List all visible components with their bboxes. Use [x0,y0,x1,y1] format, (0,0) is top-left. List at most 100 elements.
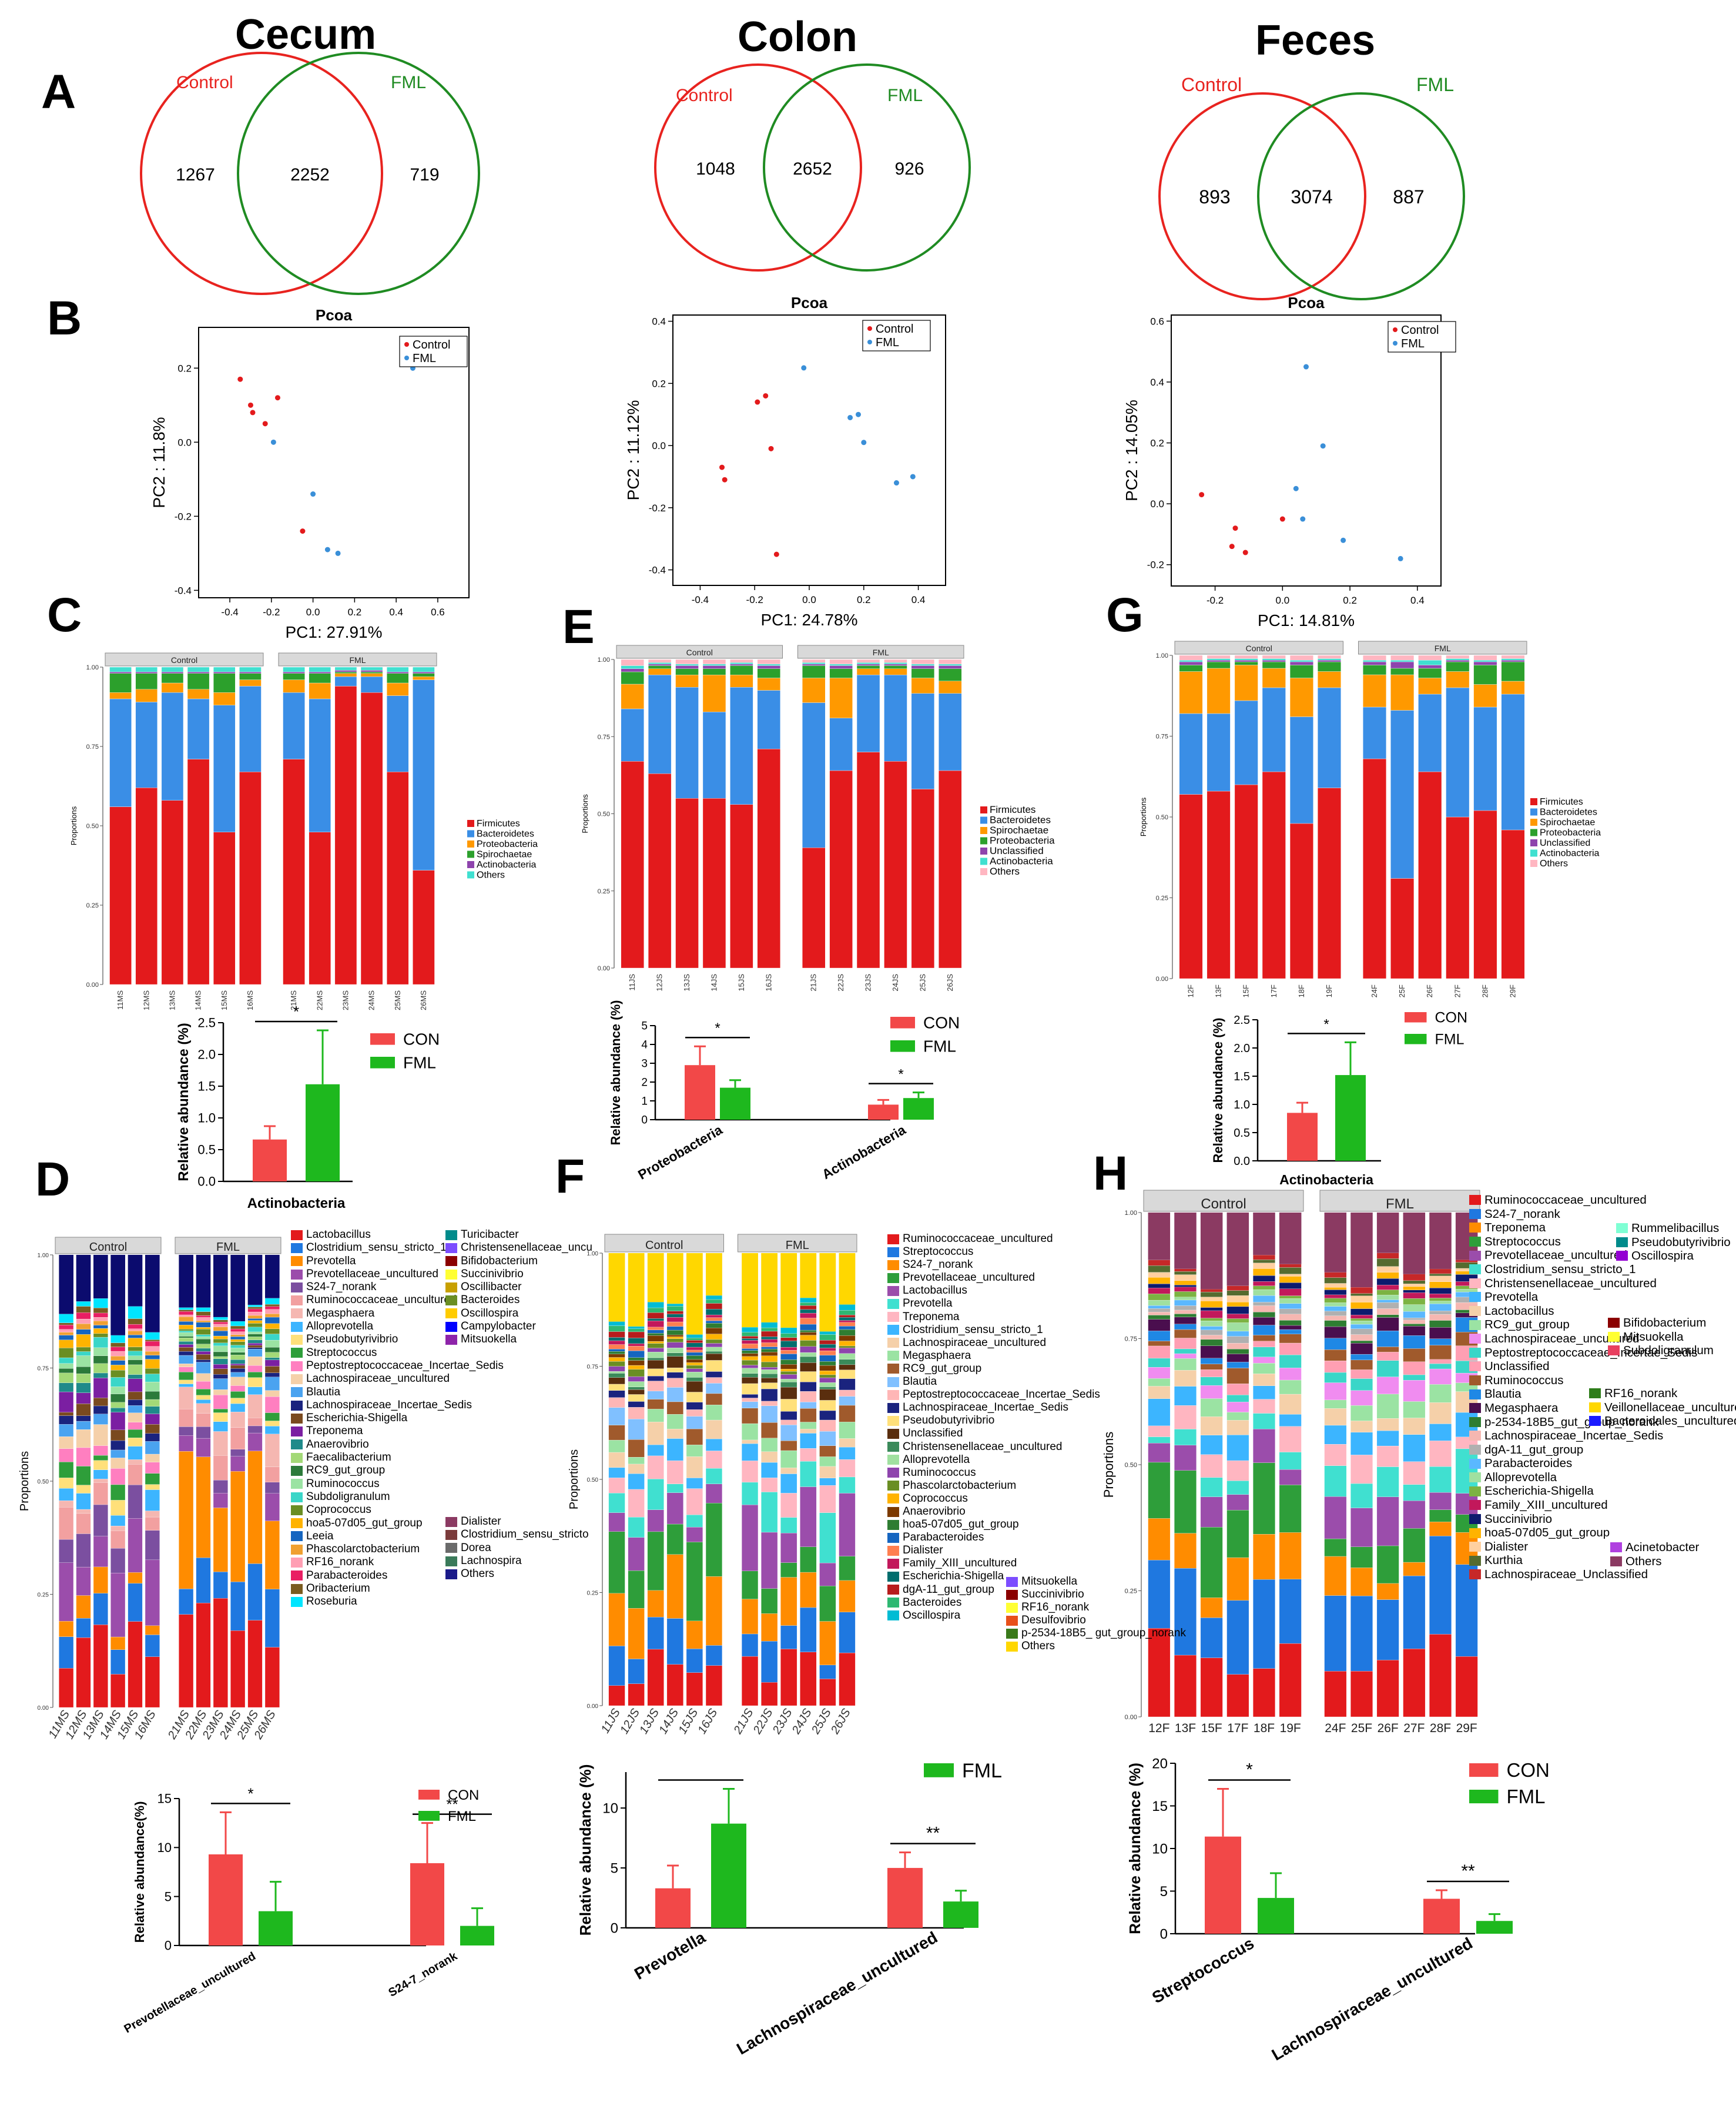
bar-segment-actinobacteria [802,662,826,665]
legend-swatch [980,868,987,875]
legend-swatch [445,1243,457,1253]
bar-segment-coprococcus [247,1323,263,1328]
bar-segment-family_xiii_uncultured [628,1343,645,1347]
legend-label: Bifidobacterium [1623,1316,1707,1330]
bar-segment-unclassified [1376,1352,1399,1361]
bar-segment-megasphaera [76,1509,91,1514]
legend-swatch [1469,1208,1481,1219]
genus-feces-legend-col-4: RF16_norank Veillonellaceae_uncultured Bac… [1589,1387,1736,1428]
bar-segment-bacteroidetes [161,692,184,801]
bar-segment-others [666,1253,683,1304]
bar-segment-ruminococcus [76,1355,91,1367]
bar-segment-oscillospira [686,1334,703,1338]
bar-segment-megasphaera [1324,1326,1347,1338]
bar-segment-actinobacteria [1262,658,1286,661]
bar-segment-actinobacteria [187,671,210,674]
bar-segment-others [360,667,383,671]
bar-segment-firmicutes [1317,788,1341,979]
bar-segment-alloprevotella [628,1381,645,1387]
bar-segment-roseburia [110,1335,126,1343]
bar-segment-lachnospiraceae_uncultured [666,1429,683,1439]
bar-segment-others [387,667,409,672]
bar-segment-coprococcus [647,1341,664,1344]
bar-segment-christensenellaceae_uncultured [1376,1445,1399,1467]
legend-swatch [980,837,987,845]
bar-segment-alloprevotella [1148,1300,1171,1306]
legend-item: hoa5-07d05_gut_group [887,1518,1100,1531]
legend-label: Subdoligranulum [306,1490,390,1503]
panel-label-a: A [41,65,76,119]
bar-segment-clostridium_sensu_stricto_1 [819,1478,836,1486]
y-axis-label: Relative abundance (%) [577,1764,594,1936]
bar-segment-blautia [179,1355,194,1364]
bar-segment-escherichia-shigella [819,1344,836,1348]
bar-segment-lachnospiraceae_unclassified [1253,1255,1275,1260]
x-tick-label: 26MS [419,990,428,1010]
bar-segment-lachnospiraceae_uncultured [1148,1367,1171,1379]
bar-segment-spirochaetae [387,673,409,684]
bar-segment-anaerovibrio [741,1353,759,1357]
legend-swatch [1610,1542,1622,1553]
pcoa-legend-label: Control [876,323,913,336]
bar-segment-others [702,659,726,665]
bar-segment-spirochaetae [360,671,383,674]
bar-segment-anaerovibrio [608,1354,625,1358]
bar-segment-prevotella [230,1471,246,1582]
bar-segment-bacteroidetes [1446,687,1470,818]
bar-segment-alloprevotella [839,1353,856,1359]
bar-segment-s24-7_norank [264,1482,280,1493]
bar-segment-alloprevotella [145,1489,160,1511]
facet-strip-label: FML [350,655,366,665]
legend-swatch [370,1033,395,1045]
bar-segment-pseudobutyrivibrio [76,1485,91,1493]
bar-segment-ruminococcus [1174,1329,1197,1338]
bar-segment-lachnospiraceae_incertae_sedis [705,1371,723,1378]
legend-label: Parabacteroides [1484,1456,1573,1471]
bar-segment-dialister [1376,1266,1399,1272]
bar-segment-lachnospiraceae_incertae_sedis [666,1372,683,1378]
bar-segment-actinobacteria [675,664,699,666]
bar-segment-unclassified [1234,660,1258,662]
bar-segment-peptostreptococcaceae_incertae_sedis [839,1389,856,1397]
bar-segment-oscillospira [647,1302,664,1308]
bar-fml-lachnospiraceae_uncultured [1476,1921,1513,1934]
bar-segment-alloprevotella [780,1379,797,1382]
bar-segment-dialister [819,1350,836,1355]
bar-segment-peptostreptococcaceae_incertae_sedis [1226,1395,1249,1402]
bar-segment-clostridium_sensu_stricto_1 [59,1636,74,1669]
legend-item: Lactobacillus [291,1228,504,1241]
bar-segment-streptococcus [666,1618,683,1665]
legend-label: Christensenellaceae_uncultured [1484,1276,1657,1290]
legend-swatch [1616,1223,1628,1234]
bar-segment-lachnospiraceae_uncultured [213,1389,228,1395]
legend-label: FML [448,1809,476,1824]
bar-segment-hoa5-07d05_gut_group [247,1320,263,1324]
bar-segment-rc9_gut_group [213,1351,228,1357]
legend-swatch [980,827,987,834]
legend-label: dgA-11_gut_group [1484,1442,1584,1456]
bar-segment-family_xiii_uncultured [780,1347,797,1351]
bar-segment-bacteroidetes [1207,713,1231,792]
x-tick-label: 13MS [167,990,176,1010]
bar-segment-hoa5-07d05_gut_group [76,1334,91,1348]
legend-item: Bifidobacterium [445,1255,592,1268]
bar-segment-peptostreptococcaceae_incertae_sedis [761,1401,778,1407]
venn-count-control-only: 893 [1199,186,1230,207]
bar-segment-others [1226,1213,1249,1286]
legend-swatch [887,1260,899,1270]
venn-count-control-only: 1267 [176,165,215,185]
bar-segment-bacteroidetes [702,712,726,799]
bar-segment-streptococcus [647,1617,664,1650]
bar-segment-parabacteroides [179,1311,194,1315]
bar-segment-family_xiii_uncultured [800,1312,817,1318]
bar-segment-escherichia-shigella [93,1398,108,1407]
bar-segment-parabacteroides [213,1321,228,1324]
bar-segment-escherichia-shigella [666,1314,683,1318]
legend-label: Bifidobacterium [461,1254,538,1267]
bar-segment-peptostreptococcaceae_incertae_sedis [666,1378,683,1388]
legend-item: Subdoligranulum [1608,1344,1714,1358]
bar-segment-leeia [179,1321,194,1325]
